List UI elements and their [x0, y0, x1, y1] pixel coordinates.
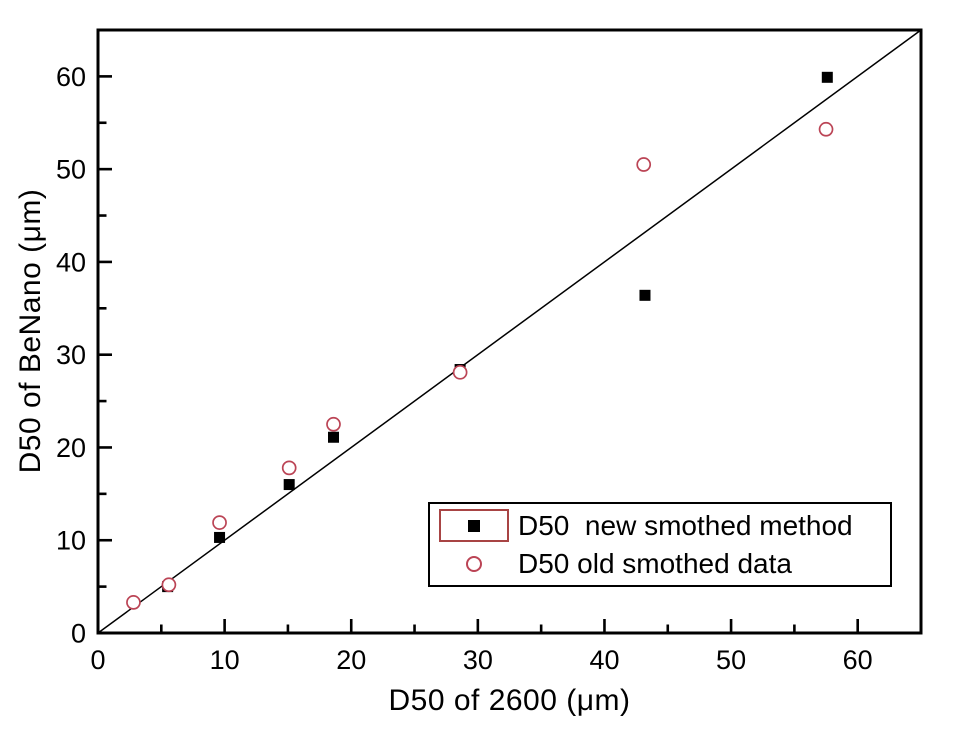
data-point-square [328, 431, 340, 443]
y-tick-label: 60 [56, 62, 86, 92]
data-point-square [214, 531, 226, 543]
data-point-circle [212, 515, 227, 530]
legend-label-new-method: D50 new smothed method [518, 509, 853, 541]
data-point-circle [818, 121, 834, 137]
y-tick-label: 20 [56, 433, 86, 463]
y-tick-label: 0 [71, 619, 86, 649]
data-point-circle [452, 364, 468, 380]
legend-label-old-data: D50 old smothed data [518, 547, 792, 579]
filled-square-icon [468, 519, 480, 532]
x-tick-label: 10 [210, 645, 240, 675]
data-point-circle [326, 416, 341, 432]
data-point-circle [636, 157, 652, 172]
legend-item-new-method: D50 new smothed method [430, 509, 890, 543]
legend: D50 new smothed method D50 old smothed d… [428, 502, 892, 587]
y-tick-label: 30 [56, 340, 86, 370]
y-axis-title: D50 of BeNano (μm) [14, 188, 47, 474]
plot-frame [96, 28, 923, 635]
data-point-circle [126, 595, 141, 610]
data-point-square [639, 289, 651, 301]
identity-reference-line [97, 29, 922, 634]
x-tick-label: 30 [463, 645, 493, 675]
legend-item-old-data: D50 old smothed data [430, 548, 890, 580]
legend-symbol-cell [430, 509, 518, 543]
y-tick-label: 40 [56, 247, 86, 277]
legend-symbol-cell [430, 555, 518, 572]
x-tick-label: 20 [336, 645, 366, 675]
data-point-circle [281, 460, 297, 476]
y-tick-label: 50 [56, 155, 86, 185]
x-tick-label: 40 [589, 645, 619, 675]
data-point-square [821, 71, 833, 83]
legend-selection-box [439, 509, 509, 543]
y-tick-label: 10 [56, 526, 86, 556]
x-tick-label: 60 [843, 645, 873, 675]
x-tick-label: 0 [90, 645, 105, 675]
x-tick-label: 50 [716, 645, 746, 675]
data-point-square [283, 479, 295, 491]
open-circle-icon [466, 555, 482, 572]
data-point-circle [161, 577, 177, 593]
x-axis-title: D50 of 2600 (μm) [388, 684, 631, 717]
